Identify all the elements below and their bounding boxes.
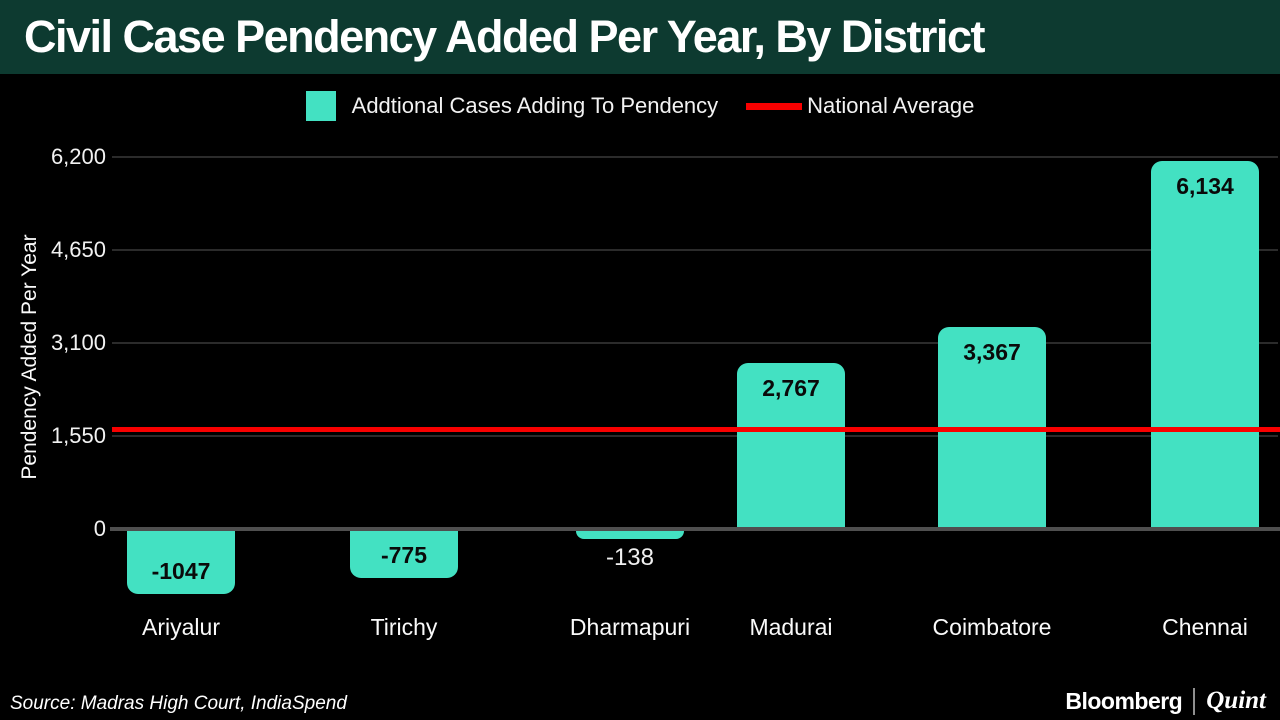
bar-value-label: -1047 [151, 558, 211, 584]
y-tick-label: 4,650 [50, 237, 106, 262]
bar-dharmapuri [576, 531, 684, 539]
legend: Addtional Cases Adding To Pendency Natio… [0, 88, 1280, 124]
bar-tirichy [350, 531, 458, 578]
source-note: Source: Madras High Court, IndiaSpend [10, 693, 347, 714]
bar-value-label: -138 [605, 544, 655, 571]
gridline [112, 249, 1278, 251]
national-average-line [112, 426, 1280, 432]
bar-madurai [737, 363, 845, 529]
x-axis-label-ariyalur: Ariyalur [142, 614, 220, 640]
legend-item-series: Addtional Cases Adding To Pendency [305, 91, 719, 121]
x-axis-label-chennai: Chennai [1162, 614, 1248, 640]
gridline [112, 342, 1278, 344]
bar-value-label: 3,367 [963, 339, 1021, 365]
x-axis-label-madurai: Madurai [749, 614, 833, 640]
series-legend-label: Addtional Cases Adding To Pendency [351, 93, 719, 118]
legend-item-average: National Average [746, 93, 974, 119]
x-axis-label-dharmapuri: Dharmapuri [569, 614, 691, 640]
bar-value-label: -775 [380, 542, 428, 568]
chart-title: Civil Case Pendency Added Per Year, By D… [24, 11, 985, 62]
x-axis-line [110, 527, 1280, 531]
brand-separator [1193, 687, 1196, 715]
bar-ariyalur [127, 531, 235, 594]
bar-value-label: 6,134 [1176, 173, 1234, 199]
average-legend-label: National Average [807, 93, 975, 118]
y-tick-label: 1,550 [50, 423, 106, 448]
gridline [112, 156, 1278, 158]
bar-chennai [1151, 161, 1259, 529]
quint-logo: Quint [1206, 687, 1266, 714]
gridline [112, 435, 1278, 437]
average-line-swatch-icon [746, 102, 803, 110]
y-tick-label: 0 [93, 516, 106, 541]
brand-logo: Bloomberg Quint [1065, 687, 1266, 715]
series-swatch-icon [305, 91, 336, 121]
x-axis-label-tirichy: Tirichy [370, 614, 438, 640]
y-tick-label: 3,100 [50, 330, 106, 355]
bar-value-label: 2,767 [762, 375, 820, 401]
y-tick-label: 6,200 [50, 144, 106, 169]
x-axis-label-coimbatore: Coimbatore [932, 614, 1052, 640]
bloomberg-logo: Bloomberg [1065, 687, 1183, 714]
title-bar: Civil Case Pendency Added Per Year, By D… [0, 0, 1280, 74]
